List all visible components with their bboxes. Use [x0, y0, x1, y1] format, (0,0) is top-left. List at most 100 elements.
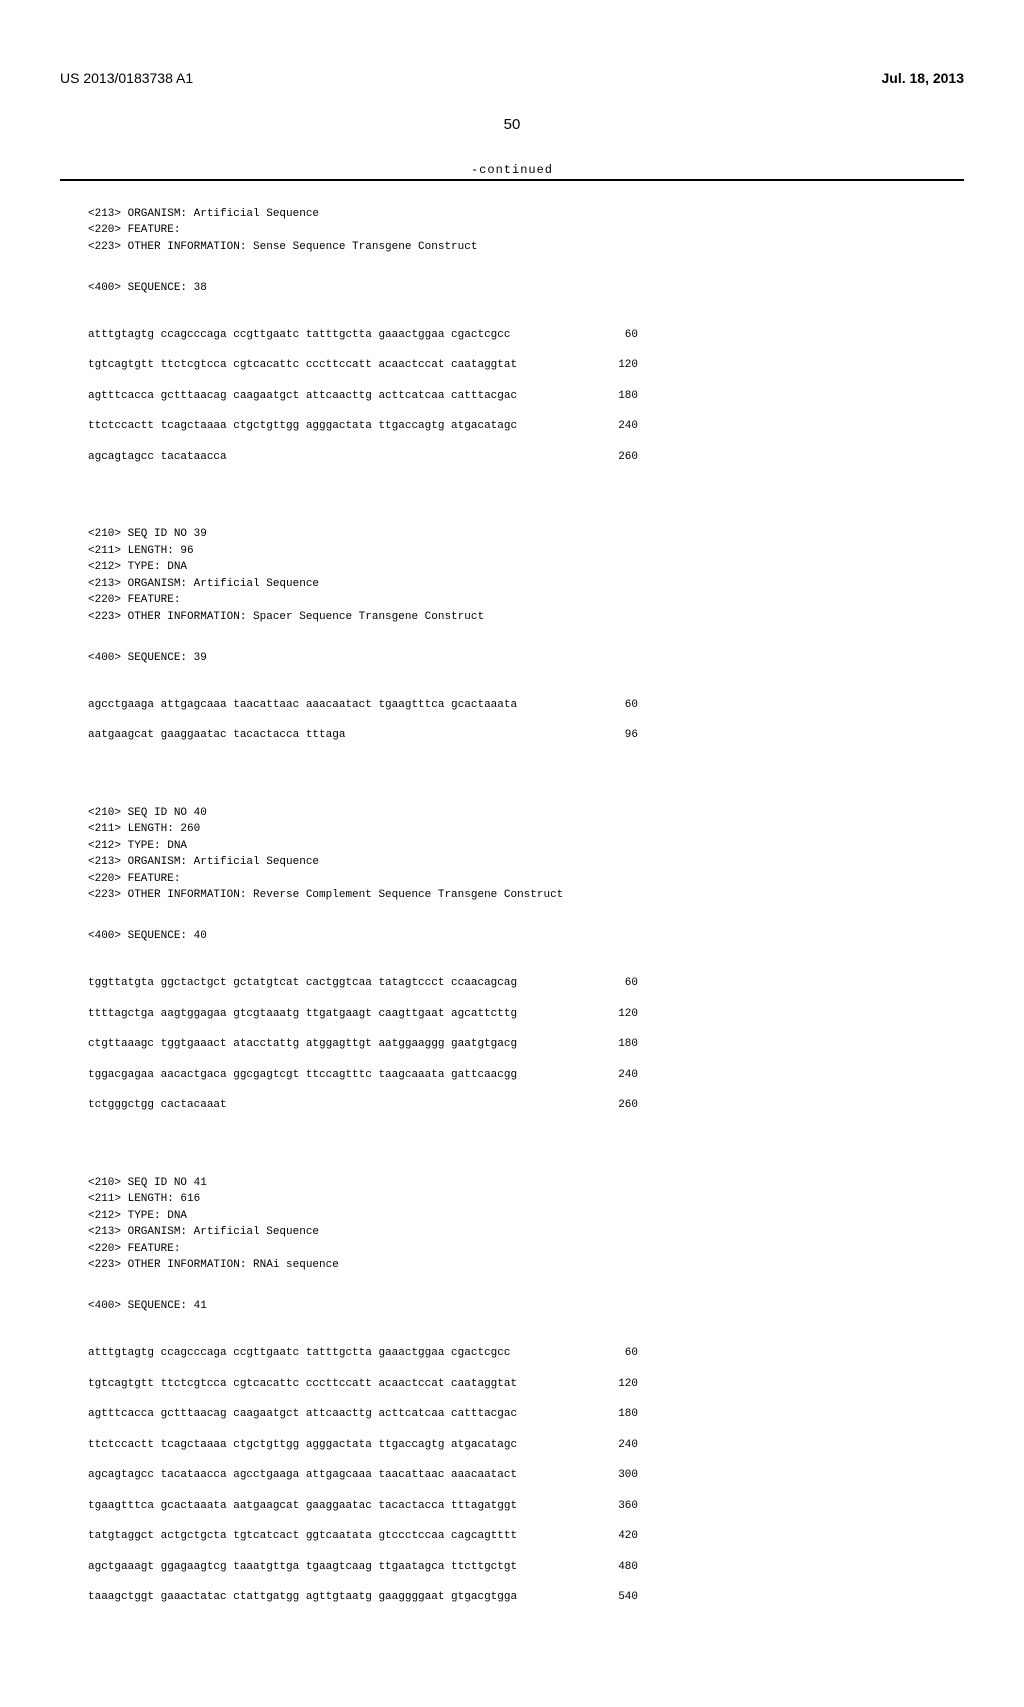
- sequence-text: tgtcagtgtt ttctcgtcca cgtcacattc cccttcc…: [88, 357, 517, 374]
- sequence-line: tgtcagtgtt ttctcgtcca cgtcacattc cccttcc…: [88, 357, 638, 374]
- sequence-text: agcctgaaga attgagcaaa taacattaac aaacaat…: [88, 697, 517, 714]
- sequence-position: 360: [588, 1498, 638, 1515]
- seq41-descriptor: <210> SEQ ID NO 41 <211> LENGTH: 616 <21…: [88, 1175, 964, 1274]
- sequence-listing-content: <213> ORGANISM: Artificial Sequence <220…: [60, 189, 964, 1667]
- sequence-text: tgtcagtgtt ttctcgtcca cgtcacattc cccttcc…: [88, 1376, 517, 1393]
- sequence-line: ttctccactt tcagctaaaa ctgctgttgg agggact…: [88, 1437, 638, 1454]
- sequence-line: tatgtaggct actgctgcta tgtcatcact ggtcaat…: [88, 1528, 638, 1545]
- sequence-line: tggttatgta ggctactgct gctatgtcat cactggt…: [88, 975, 638, 992]
- sequence-text: tgaagtttca gcactaaata aatgaagcat gaaggaa…: [88, 1498, 517, 1515]
- seq39-lines: agcctgaaga attgagcaaa taacattaac aaacaat…: [88, 697, 964, 744]
- length-line: <211> LENGTH: 260: [88, 823, 200, 835]
- sequence-text: agtttcacca gctttaacag caagaatgct attcaac…: [88, 388, 517, 405]
- type-line: <212> TYPE: DNA: [88, 1210, 187, 1222]
- sequence-line: ttctccactt tcagctaaaa ctgctgttgg agggact…: [88, 418, 638, 435]
- other-info-line: <223> OTHER INFORMATION: RNAi sequence: [88, 1259, 339, 1271]
- seq41-header: <400> SEQUENCE: 41: [88, 1298, 964, 1315]
- sequence-line: agcctgaaga attgagcaaa taacattaac aaacaat…: [88, 697, 638, 714]
- sequence-position: 240: [588, 1067, 638, 1084]
- feature-line: <220> FEATURE:: [88, 1243, 180, 1255]
- feature-line: <220> FEATURE:: [88, 594, 180, 606]
- sequence-position: 96: [588, 727, 638, 744]
- seq41-lines: atttgtagtg ccagcccaga ccgttgaatc tatttgc…: [88, 1345, 964, 1606]
- sequence-position: 180: [588, 388, 638, 405]
- sequence-text: aatgaagcat gaaggaatac tacactacca tttaga: [88, 727, 345, 744]
- feature-line: <220> FEATURE:: [88, 873, 180, 885]
- sequence-position: 60: [588, 697, 638, 714]
- seq40-header: <400> SEQUENCE: 40: [88, 928, 964, 945]
- sequence-line: ctgttaaagc tggtgaaact atacctattg atggagt…: [88, 1036, 638, 1053]
- sequence-text: taaagctggt gaaactatac ctattgatgg agttgta…: [88, 1589, 517, 1606]
- sequence-position: 420: [588, 1528, 638, 1545]
- sequence-text: agtttcacca gctttaacag caagaatgct attcaac…: [88, 1406, 517, 1423]
- sequence-line: agctgaaagt ggagaagtcg taaatgttga tgaagtc…: [88, 1559, 638, 1576]
- seq-id-line: <210> SEQ ID NO 40: [88, 807, 207, 819]
- organism-line: <213> ORGANISM: Artificial Sequence: [88, 578, 319, 590]
- sequence-line: taaagctggt gaaactatac ctattgatgg agttgta…: [88, 1589, 638, 1606]
- seq39-descriptor: <210> SEQ ID NO 39 <211> LENGTH: 96 <212…: [88, 526, 964, 625]
- sequence-text: ttttagctga aagtggagaa gtcgtaaatg ttgatga…: [88, 1006, 517, 1023]
- seq38-descriptor: <213> ORGANISM: Artificial Sequence <220…: [88, 206, 964, 256]
- sequence-position: 240: [588, 418, 638, 435]
- sequence-text: atttgtagtg ccagcccaga ccgttgaatc tatttgc…: [88, 1345, 510, 1362]
- sequence-line: tctgggctgg cactacaaat 260: [88, 1097, 638, 1114]
- sequence-line: agtttcacca gctttaacag caagaatgct attcaac…: [88, 388, 638, 405]
- sequence-text: agctgaaagt ggagaagtcg taaatgttga tgaagtc…: [88, 1559, 517, 1576]
- type-line: <212> TYPE: DNA: [88, 561, 187, 573]
- sequence-line: ttttagctga aagtggagaa gtcgtaaatg ttgatga…: [88, 1006, 638, 1023]
- sequence-line: tggacgagaa aacactgaca ggcgagtcgt ttccagt…: [88, 1067, 638, 1084]
- sequence-position: 260: [588, 1097, 638, 1114]
- sequence-position: 260: [588, 449, 638, 466]
- sequence-line: aatgaagcat gaaggaatac tacactacca tttaga 9…: [88, 727, 638, 744]
- sequence-position: 180: [588, 1406, 638, 1423]
- other-info-line: <223> OTHER INFORMATION: Spacer Sequence…: [88, 611, 484, 623]
- seq39-header: <400> SEQUENCE: 39: [88, 650, 964, 667]
- sequence-text: tctgggctgg cactacaaat: [88, 1097, 227, 1114]
- seq40-descriptor: <210> SEQ ID NO 40 <211> LENGTH: 260 <21…: [88, 805, 964, 904]
- page-container: US 2013/0183738 A1 Jul. 18, 2013 50 -con…: [0, 0, 1024, 1707]
- organism-line: <213> ORGANISM: Artificial Sequence: [88, 208, 319, 220]
- sequence-line: atttgtagtg ccagcccaga ccgttgaatc tatttgc…: [88, 327, 638, 344]
- sequence-text: tatgtaggct actgctgcta tgtcatcact ggtcaat…: [88, 1528, 517, 1545]
- sequence-position: 60: [588, 327, 638, 344]
- seq38-header: <400> SEQUENCE: 38: [88, 280, 964, 297]
- other-info-line: <223> OTHER INFORMATION: Sense Sequence …: [88, 241, 477, 253]
- organism-line: <213> ORGANISM: Artificial Sequence: [88, 1226, 319, 1238]
- sequence-text: ctgttaaagc tggtgaaact atacctattg atggagt…: [88, 1036, 517, 1053]
- sequence-position: 540: [588, 1589, 638, 1606]
- sequence-line: tgtcagtgtt ttctcgtcca cgtcacattc cccttcc…: [88, 1376, 638, 1393]
- publication-number: US 2013/0183738 A1: [60, 70, 193, 86]
- sequence-line: agtttcacca gctttaacag caagaatgct attcaac…: [88, 1406, 638, 1423]
- sequence-text: tggttatgta ggctactgct gctatgtcat cactggt…: [88, 975, 517, 992]
- other-info-line: <223> OTHER INFORMATION: Reverse Complem…: [88, 889, 563, 901]
- sequence-position: 300: [588, 1467, 638, 1484]
- seq-id-line: <210> SEQ ID NO 41: [88, 1177, 207, 1189]
- horizontal-rule: [60, 179, 964, 181]
- seq40-lines: tggttatgta ggctactgct gctatgtcat cactggt…: [88, 975, 964, 1114]
- sequence-line: agcagtagcc tacataacca agcctgaaga attgagc…: [88, 1467, 638, 1484]
- feature-line: <220> FEATURE:: [88, 224, 180, 236]
- sequence-position: 60: [588, 1345, 638, 1362]
- length-line: <211> LENGTH: 616: [88, 1193, 200, 1205]
- seq38-lines: atttgtagtg ccagcccaga ccgttgaatc tatttgc…: [88, 327, 964, 466]
- sequence-text: agcagtagcc tacataacca: [88, 449, 227, 466]
- sequence-position: 60: [588, 975, 638, 992]
- sequence-position: 120: [588, 1376, 638, 1393]
- type-line: <212> TYPE: DNA: [88, 840, 187, 852]
- organism-line: <213> ORGANISM: Artificial Sequence: [88, 856, 319, 868]
- sequence-position: 120: [588, 357, 638, 374]
- sequence-position: 180: [588, 1036, 638, 1053]
- sequence-text: ttctccactt tcagctaaaa ctgctgttgg agggact…: [88, 1437, 517, 1454]
- sequence-text: tggacgagaa aacactgaca ggcgagtcgt ttccagt…: [88, 1067, 517, 1084]
- length-line: <211> LENGTH: 96: [88, 545, 194, 557]
- sequence-line: tgaagtttca gcactaaata aatgaagcat gaaggaa…: [88, 1498, 638, 1515]
- sequence-text: agcagtagcc tacataacca agcctgaaga attgagc…: [88, 1467, 517, 1484]
- sequence-line: agcagtagcc tacataacca 260: [88, 449, 638, 466]
- sequence-position: 120: [588, 1006, 638, 1023]
- publication-date: Jul. 18, 2013: [881, 70, 964, 86]
- page-header: US 2013/0183738 A1 Jul. 18, 2013: [60, 70, 964, 86]
- sequence-line: atttgtagtg ccagcccaga ccgttgaatc tatttgc…: [88, 1345, 638, 1362]
- sequence-position: 240: [588, 1437, 638, 1454]
- seq-id-line: <210> SEQ ID NO 39: [88, 528, 207, 540]
- sequence-text: atttgtagtg ccagcccaga ccgttgaatc tatttgc…: [88, 327, 510, 344]
